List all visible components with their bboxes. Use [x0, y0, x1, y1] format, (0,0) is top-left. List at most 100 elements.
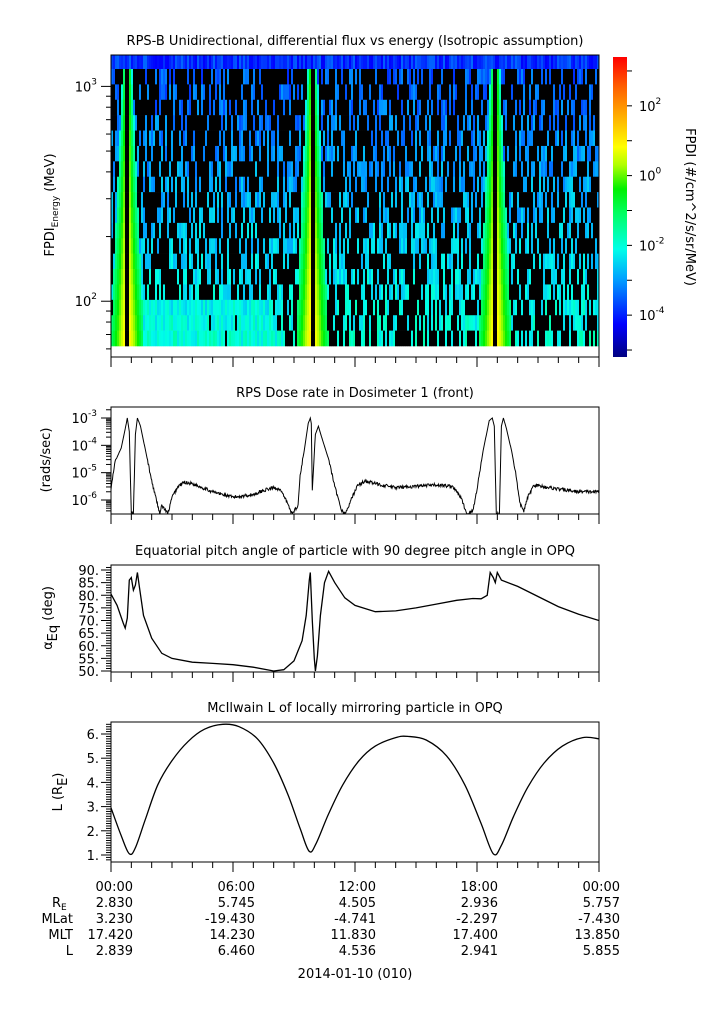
spectrogram-cell [457, 161, 460, 178]
pitch-angle-y-tick-label: 80. [78, 589, 99, 604]
spectrogram-cell [587, 207, 590, 224]
spectrogram-cell [265, 161, 268, 178]
spectrogram-cell [305, 176, 308, 193]
spectrogram-cell [475, 269, 478, 285]
spectrogram-cell [365, 330, 368, 347]
spectrogram-cell [247, 145, 250, 162]
spectrogram-cell [333, 238, 336, 254]
spectrogram-cell [563, 99, 566, 116]
spectrogram-cell [445, 222, 448, 239]
spectrogram-cell [363, 207, 366, 224]
spectrogram-cell [315, 284, 318, 301]
spectrogram-cell [497, 192, 500, 208]
spectrogram-cell [143, 284, 146, 301]
mcilwain-l-y-tick-label: 6. [87, 728, 99, 743]
spectrogram-cell [313, 192, 316, 208]
spectrogram-cell [549, 192, 552, 208]
spectrogram-cell [547, 269, 550, 285]
spectrogram-cell [507, 161, 510, 178]
spectrogram-cell [513, 284, 516, 301]
spectrogram-cell [433, 207, 436, 224]
dose-rate-title: RPS Dose rate in Dosimeter 1 (front) [236, 386, 474, 401]
spectrogram-cell [335, 115, 338, 131]
spectrogram-cell [415, 130, 418, 147]
spectrogram-cell [465, 55, 468, 69]
spectrogram-cell [433, 145, 436, 162]
spectrogram-cell [241, 145, 244, 162]
spectrogram-cell [291, 130, 294, 147]
spectrogram-cell [485, 253, 488, 270]
spectrogram-cell [229, 207, 232, 224]
spectrogram-cell [449, 330, 452, 347]
spectrogram-cell [279, 130, 282, 147]
spectrogram-cell [581, 315, 584, 331]
spectrogram-cell [331, 299, 334, 316]
spectrogram-cell [507, 69, 510, 85]
spectrogram-cell [551, 269, 554, 285]
spectrogram-cell [525, 176, 528, 193]
spectrogram-cell [135, 222, 138, 239]
spectrogram-cell [113, 84, 116, 101]
spectrogram-cell [253, 145, 256, 162]
spectrogram-cell [557, 253, 560, 270]
spectrogram-cell [259, 161, 262, 178]
spectrogram-cell [279, 238, 282, 254]
spectrogram-cell [125, 284, 128, 301]
spectrogram-cell [567, 192, 570, 208]
spectrogram-cell [577, 269, 580, 285]
spectrogram-cell [131, 253, 134, 270]
spectrogram-cell [123, 176, 126, 193]
spectrogram-cell [547, 161, 550, 178]
spectrogram-cell [165, 253, 168, 270]
spectrogram-cell [305, 161, 308, 178]
spectrogram-cell [263, 84, 266, 101]
spectrogram-cell [575, 145, 578, 162]
spectrogram-cell [503, 207, 506, 224]
spectrogram-cell [573, 130, 576, 147]
spectrogram-cell [453, 55, 456, 69]
spectrogram-cell [509, 115, 512, 131]
spectrogram-cell [241, 84, 244, 101]
spectrogram-cell [399, 315, 402, 331]
spectrogram-cell [341, 192, 344, 208]
spectrogram-cell [463, 145, 466, 162]
spectrogram-cell [143, 253, 146, 270]
spectrogram-cell [267, 269, 270, 285]
spectrogram-cell [399, 84, 402, 101]
spectrogram-cell [431, 330, 434, 347]
spectrogram-cell [421, 207, 424, 224]
spectrogram-cell [441, 238, 444, 254]
ephemeris-value: -19.430 [205, 912, 255, 927]
spectrogram-cell [589, 269, 592, 285]
spectrogram-cell [295, 176, 298, 193]
spectrogram-cell [463, 176, 466, 193]
spectrogram-cell [471, 253, 474, 270]
spectrogram-cell [389, 192, 392, 208]
colorbar-tick-label-exp: -4 [656, 306, 665, 316]
spectrogram-cell [245, 315, 248, 331]
spectrogram-cell [431, 55, 434, 69]
spectrogram-cell [429, 222, 432, 239]
spectrogram-cell [189, 115, 192, 131]
spectrogram-cell [209, 55, 212, 69]
spectrogram-cell [265, 238, 268, 254]
spectrogram-cell [491, 284, 494, 301]
spectrogram-cell [499, 99, 502, 116]
spectrogram-cell [557, 145, 560, 162]
spectrogram-cell [595, 84, 598, 101]
spectrogram-cell [497, 55, 500, 69]
spectrogram-cell [289, 115, 292, 131]
spectrogram-cell [369, 269, 372, 285]
spectrogram-cell [267, 222, 270, 239]
spectrogram-cell [409, 130, 412, 147]
spectrogram-cell [123, 269, 126, 285]
spectrogram-cell [241, 55, 244, 69]
spectrogram-cell [111, 222, 114, 239]
spectrogram-cell [449, 299, 452, 316]
spectrogram-cell [297, 315, 300, 331]
spectrogram-cell [131, 55, 134, 69]
spectrogram-cell [203, 207, 206, 224]
spectrogram-cell [287, 222, 290, 239]
spectrogram-cell [141, 145, 144, 162]
spectrogram-cell [579, 222, 582, 239]
